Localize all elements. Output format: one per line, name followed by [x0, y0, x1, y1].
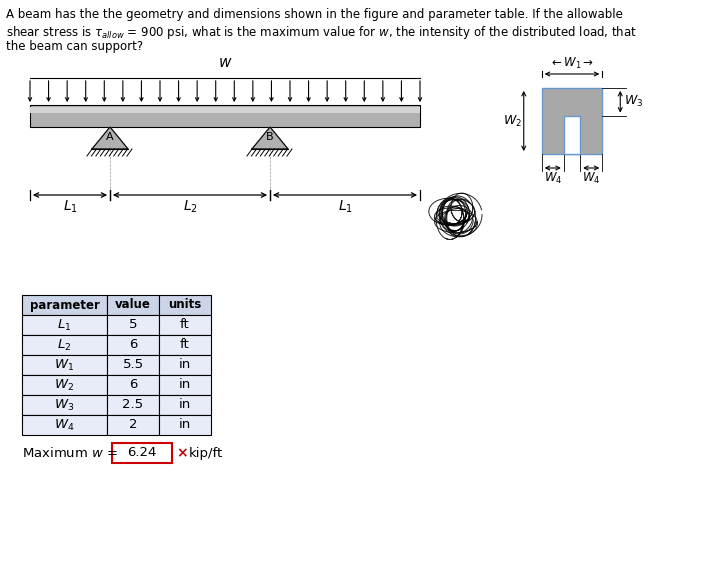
Bar [22, 415, 107, 435]
Text: Maximum $w$ =: Maximum $w$ = [22, 446, 119, 460]
Bar [159, 315, 211, 335]
Text: 6: 6 [129, 338, 137, 351]
Text: $W_1$: $W_1$ [54, 357, 75, 373]
Bar [107, 395, 159, 415]
Bar [22, 355, 107, 375]
Text: 5: 5 [129, 319, 138, 332]
Text: kip/ft: kip/ft [189, 446, 223, 460]
Bar [112, 443, 172, 463]
Text: A: A [106, 132, 114, 142]
Text: $w$: $w$ [218, 55, 232, 70]
Text: $W_2$: $W_2$ [54, 378, 75, 392]
Bar [30, 107, 420, 113]
Text: $L_2$: $L_2$ [57, 337, 72, 352]
Text: parameter: parameter [30, 298, 99, 311]
Text: ft: ft [180, 319, 190, 332]
Text: $W_4$: $W_4$ [582, 171, 600, 186]
Text: 2: 2 [129, 419, 138, 432]
Text: shear stress is $\tau_{allow}$ = 900 psi, what is the maximum value for $w$, the: shear stress is $\tau_{allow}$ = 900 psi… [6, 24, 637, 41]
Bar [22, 315, 107, 335]
Bar [22, 335, 107, 355]
Bar [159, 335, 211, 355]
Text: units: units [169, 298, 201, 311]
Bar [159, 295, 211, 315]
Text: $W_4$: $W_4$ [54, 418, 75, 433]
Text: $L_2$: $L_2$ [182, 199, 198, 215]
Bar [107, 335, 159, 355]
Bar [564, 116, 580, 154]
Text: in: in [179, 398, 191, 411]
Bar [107, 295, 159, 315]
Text: $L_1$: $L_1$ [62, 199, 77, 215]
Text: $W_3$: $W_3$ [54, 397, 75, 413]
Text: ×: × [176, 446, 188, 460]
Text: value: value [115, 298, 151, 311]
Polygon shape [92, 127, 128, 149]
Bar [107, 315, 159, 335]
Bar [22, 295, 107, 315]
Text: the beam can support?: the beam can support? [6, 40, 143, 53]
Bar [22, 375, 107, 395]
Text: $W_4$: $W_4$ [544, 171, 562, 186]
Polygon shape [252, 127, 288, 149]
Text: $L_1$: $L_1$ [57, 318, 72, 333]
Text: B: B [266, 132, 274, 142]
Bar [30, 105, 420, 127]
Text: $L_1$: $L_1$ [337, 199, 353, 215]
Bar [159, 415, 211, 435]
Text: $W_3$: $W_3$ [624, 94, 644, 109]
Text: in: in [179, 359, 191, 371]
Bar [107, 375, 159, 395]
Text: in: in [179, 378, 191, 392]
Bar [107, 415, 159, 435]
Text: 2.5: 2.5 [122, 398, 143, 411]
Text: in: in [179, 419, 191, 432]
Text: 6.24: 6.24 [127, 446, 156, 460]
Text: $\leftarrow W_1 \rightarrow$: $\leftarrow W_1 \rightarrow$ [550, 56, 594, 71]
Text: A beam has the the geometry and dimensions shown in the figure and parameter tab: A beam has the the geometry and dimensio… [6, 8, 623, 21]
Bar [107, 355, 159, 375]
Bar [159, 375, 211, 395]
Bar [159, 395, 211, 415]
Text: 6: 6 [129, 378, 137, 392]
Bar [159, 355, 211, 375]
Bar [22, 395, 107, 415]
Bar [542, 88, 602, 154]
Text: $W_2$: $W_2$ [502, 114, 522, 129]
Text: 5.5: 5.5 [122, 359, 143, 371]
Text: ft: ft [180, 338, 190, 351]
